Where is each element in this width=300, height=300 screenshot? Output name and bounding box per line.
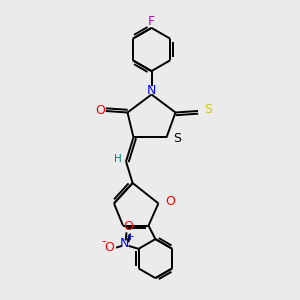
Text: +: + — [126, 232, 135, 242]
Text: F: F — [148, 15, 155, 28]
Text: O: O — [104, 242, 114, 254]
Text: N: N — [120, 237, 129, 250]
Text: H: H — [114, 154, 122, 164]
Text: O: O — [95, 104, 105, 118]
Text: N: N — [147, 83, 156, 97]
Text: O: O — [165, 195, 175, 208]
Text: O: O — [123, 220, 133, 233]
Text: -: - — [102, 235, 106, 248]
Text: S: S — [204, 103, 212, 116]
Text: S: S — [173, 132, 181, 145]
